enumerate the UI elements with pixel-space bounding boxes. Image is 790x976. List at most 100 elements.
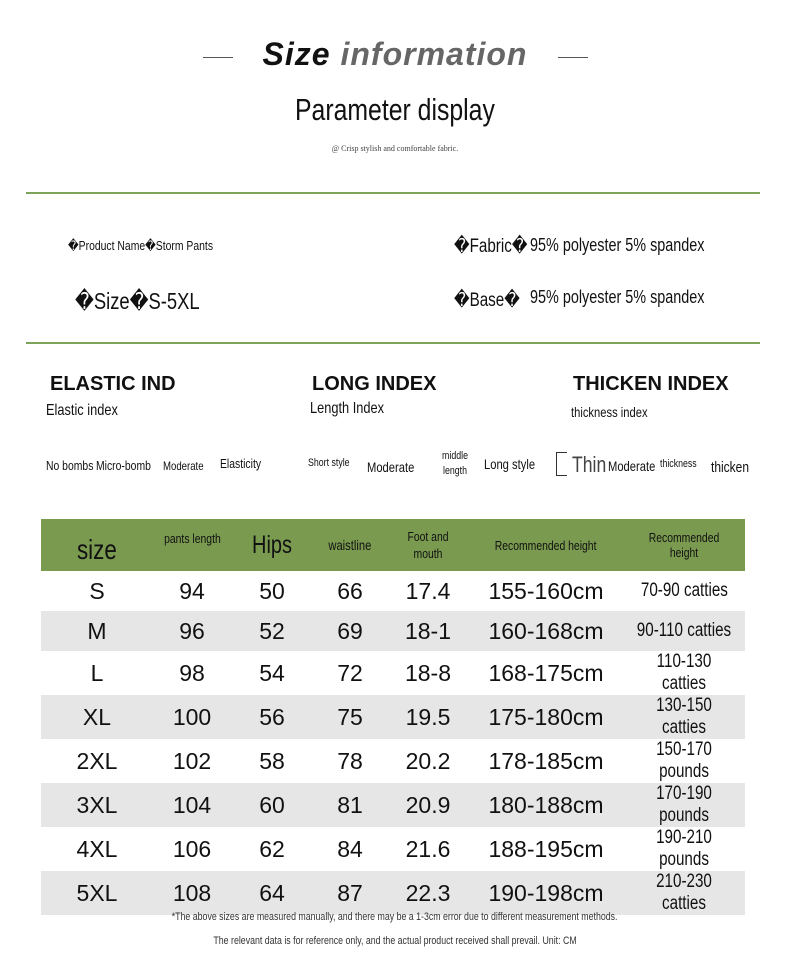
table-cell: 190-198cm — [469, 871, 623, 915]
table-cell-text: 150-170 pounds — [656, 739, 712, 782]
table-cell-text: 180-188cm — [488, 791, 604, 818]
table-row: M 96 52 69 18-1 160-168cm 90-110 catties — [41, 611, 745, 651]
thicken-option: thickness — [660, 458, 706, 470]
footnote-reference: The relevant data is for reference only,… — [0, 935, 790, 947]
table-cell-text: 50 — [259, 577, 285, 604]
table-cell-text: 3XL — [76, 791, 118, 818]
table-cell-text: 54 — [259, 659, 285, 686]
table-cell: 110-130 catties — [623, 651, 745, 695]
table-cell-text: 20.2 — [405, 747, 451, 774]
table-cell: 22.3 — [387, 871, 469, 915]
thicken-index-title: THICKEN INDEX — [573, 373, 729, 395]
table-cell: 64 — [231, 871, 313, 915]
table-cell: 56 — [231, 695, 313, 739]
table-cell-text: 2XL — [76, 747, 118, 774]
table-cell-text: 18-8 — [404, 659, 452, 686]
fabric-value: 95% polyester 5% spandex — [530, 235, 705, 255]
table-cell: 210-230 catties — [623, 871, 745, 915]
thicken-option: thicken — [711, 459, 759, 476]
thicken-option-text: thicken — [711, 459, 750, 476]
table-cell-text: 66 — [337, 577, 363, 604]
product-size-text: �Size�S-5XL — [75, 288, 200, 314]
col-header-text: Foot and mouth — [407, 529, 449, 561]
table-cell-text: 18-1 — [404, 617, 452, 644]
table-cell: 100 — [153, 695, 231, 739]
subtitle-text: Parameter display — [295, 92, 495, 127]
col-header-text: pants length — [163, 531, 221, 546]
thicken-index-subtitle: thickness index — [571, 404, 667, 420]
table-cell-text: M — [87, 617, 107, 644]
table-cell: 98 — [153, 651, 231, 695]
thicken-option-text: thickness — [660, 458, 697, 470]
table-cell: 78 — [313, 739, 387, 783]
table-cell-text: 94 — [179, 577, 205, 604]
long-index-subtitle: Length Index — [310, 400, 403, 418]
table-cell-text: 106 — [172, 835, 212, 862]
elastic-index-subtitle: Elastic index — [46, 402, 136, 420]
table-row: S 94 50 66 17.4 155-160cm 70-90 catties — [41, 571, 745, 611]
table-cell-text: 130-150 catties — [656, 695, 712, 738]
col-header: Recommended height — [469, 519, 623, 571]
product-name: �Product Name�Storm Pants — [68, 238, 249, 254]
footnote-text: *The above sizes are measured manually, … — [172, 911, 618, 923]
base-label: �Base� — [454, 290, 520, 311]
thicken-option: Moderate — [608, 458, 667, 474]
length-option: middle length — [438, 449, 472, 479]
table-cell-text: 178-185cm — [488, 747, 604, 774]
table-header-row: size pants length Hips waistline Foot an… — [41, 519, 745, 571]
table-cell: 102 — [153, 739, 231, 783]
table-cell-text: 5XL — [76, 879, 118, 906]
table-cell-text: S — [89, 577, 105, 604]
table-row: L 98 54 72 18-8 168-175cm 110-130 catties — [41, 651, 745, 695]
elastic-option: Moderate — [163, 459, 214, 473]
col-header-text: Recommended height — [495, 537, 597, 553]
product-name-text: �Product Name�Storm Pants — [68, 238, 214, 253]
table-cell: 104 — [153, 783, 231, 827]
col-header: Hips — [231, 519, 313, 571]
table-cell: 20.9 — [387, 783, 469, 827]
elastic-option: No bombs — [46, 458, 105, 473]
col-header-text: waistline — [328, 537, 372, 553]
col-header: waistline — [313, 519, 387, 571]
product-size: �Size�S-5XL — [75, 288, 231, 315]
length-option-text: Long style — [484, 456, 536, 472]
table-cell: 188-195cm — [469, 827, 623, 871]
table-cell-text: 4XL — [76, 835, 118, 862]
table-cell-text: 102 — [172, 747, 212, 774]
tagline: @ Crisp stylish and comfortable fabric. — [331, 144, 459, 153]
col-header: Foot and mouth — [387, 519, 469, 571]
table-cell: 60 — [231, 783, 313, 827]
title-size: Size — [262, 36, 331, 72]
table-cell: 94 — [153, 571, 231, 611]
table-cell-text: 110-130 catties — [656, 651, 712, 694]
table-cell: 108 — [153, 871, 231, 915]
table-cell-text: 100 — [172, 703, 212, 730]
table-cell-text: 20.9 — [405, 791, 451, 818]
fabric-value-wrap: 95% polyester 5% spandex — [530, 235, 748, 256]
table-cell-text: 104 — [172, 791, 212, 818]
table-cell: 175-180cm — [469, 695, 623, 739]
table-cell: M — [41, 611, 153, 651]
elastic-option-text: Elasticity — [220, 456, 262, 471]
table-cell: XL — [41, 695, 153, 739]
table-cell: 20.2 — [387, 739, 469, 783]
table-cell: 52 — [231, 611, 313, 651]
table-cell-text: 190-210 pounds — [656, 827, 712, 870]
table-cell: 130-150 catties — [623, 695, 745, 739]
table-cell: 58 — [231, 739, 313, 783]
base-value-wrap: 95% polyester 5% spandex — [530, 287, 748, 308]
title-information: information — [340, 36, 528, 72]
size-table: size pants length Hips waistline Foot an… — [41, 519, 745, 915]
footnote-text: The relevant data is for reference only,… — [213, 935, 577, 947]
base-row: �Base� — [454, 289, 536, 312]
elastic-option-text: Micro-bomb — [96, 458, 151, 473]
col-header: size — [41, 519, 153, 571]
table-cell: 3XL — [41, 783, 153, 827]
thicken-option: Thin — [572, 452, 615, 478]
table-cell: 106 — [153, 827, 231, 871]
table-cell-text: 60 — [259, 791, 285, 818]
long-subtitle-text: Length Index — [310, 400, 385, 417]
bracket-icon — [556, 452, 567, 476]
table-cell-text: XL — [82, 703, 112, 730]
table-cell-text: 69 — [337, 617, 363, 644]
